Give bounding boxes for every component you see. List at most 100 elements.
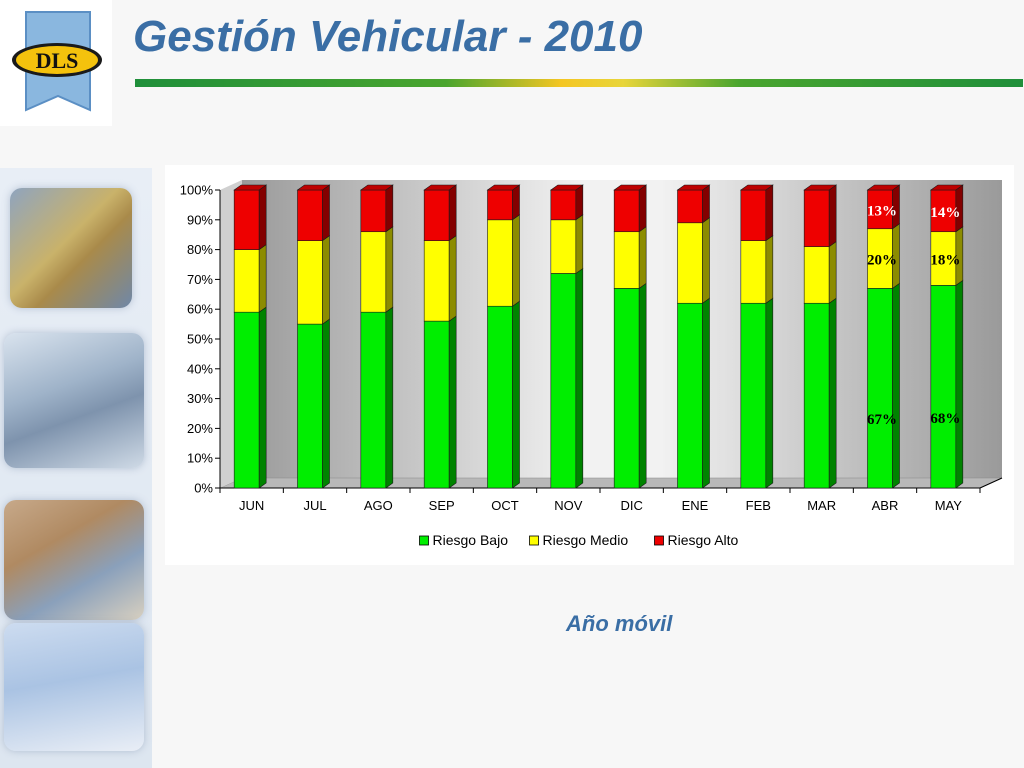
bar-side-jun-1 (258, 244, 267, 313)
x-tick-label-feb: FEB (746, 498, 771, 513)
y-tick-label: 80% (187, 242, 213, 257)
bar-top-jul (296, 184, 331, 191)
photo-workers (10, 188, 132, 308)
bar-segment-dic-2 (613, 189, 640, 233)
bar-side-jun-2 (258, 184, 267, 251)
data-label: 68% (930, 411, 960, 427)
bar-side-dic-2 (638, 184, 647, 233)
logo-panel: DLS (0, 0, 112, 126)
y-tick-label: 30% (187, 391, 213, 406)
bar-side-oct-0 (512, 300, 520, 489)
bar-side-nov-0 (575, 267, 584, 489)
y-tick-label: 100% (180, 183, 214, 198)
data-label: 20% (867, 253, 897, 269)
bar-segment-sep-1 (423, 240, 450, 322)
bar-side-sep-2 (448, 184, 457, 242)
bar-top-oct (486, 184, 521, 191)
bar-side-sep-1 (448, 235, 457, 322)
x-axis-depth (979, 477, 1003, 489)
page-title: Gestión Vehicular - 2010 (133, 12, 643, 61)
bar-segment-nov-1 (550, 219, 577, 274)
bar-side-ene-0 (702, 297, 710, 489)
photo-derrick (4, 333, 144, 468)
data-label: 67% (867, 412, 897, 428)
chart-panel: 0% 10% 20% 30% 40% 50% 60% 70% 80% 90% 100% JUN JUL A… (165, 165, 1014, 565)
stacked-bar-chart: 0% 10% 20% 30% 40% 50% 60% 70% 80% 90% 100% JUN JUL A… (180, 180, 1003, 548)
legend-label-1: Riesgo Medio (543, 532, 629, 548)
dls-logo: DLS (12, 11, 102, 112)
bar-side-feb-0 (765, 297, 774, 489)
bar-side-dic-1 (638, 226, 647, 289)
bar-segment-may-0 (930, 285, 957, 489)
bar-segment-jul-1 (297, 240, 323, 325)
legend-label-0: Riesgo Bajo (433, 532, 509, 548)
bar-segment-sep-2 (423, 189, 450, 241)
x-tick-label-oct: OCT (491, 498, 519, 513)
bar-top-may (929, 184, 964, 191)
x-tick-label-dic: DIC (620, 498, 642, 513)
bar-segment-jun-2 (233, 189, 260, 250)
bar-top-abr (866, 184, 901, 191)
bar-segment-oct-1 (487, 219, 513, 307)
y-tick-label: 0% (194, 481, 213, 496)
y-tick-label: 70% (187, 272, 213, 287)
bar-segment-nov-2 (550, 189, 577, 221)
photo-flag (4, 623, 144, 751)
chart-subtitle: Año móvil (566, 611, 673, 636)
x-tick-label-jul: JUL (303, 498, 326, 513)
y-tick-label: 60% (187, 302, 213, 317)
data-label: 14% (930, 205, 960, 221)
bar-segment-abr-2 (867, 189, 893, 230)
x-tick-label-abr: ABR (872, 498, 899, 513)
bar-side-mar-0 (828, 297, 837, 489)
bar-segment-feb-1 (740, 240, 767, 304)
legend-swatch-1 (529, 535, 539, 546)
bar-side-sep-0 (448, 315, 457, 489)
x-tick-label-ene: ENE (682, 498, 709, 513)
x-tick-label-jun: JUN (239, 498, 264, 513)
legend-swatch-0 (419, 535, 429, 546)
bar-segment-jul-2 (297, 189, 323, 241)
title-divider (135, 79, 1023, 87)
bar-side-oct-1 (512, 214, 520, 307)
bar-side-feb-2 (765, 184, 774, 242)
bar-segment-dic-1 (613, 231, 640, 289)
bar-side-mar-1 (828, 241, 837, 304)
bar-segment-mar-0 (803, 302, 830, 489)
bar-top-nov (549, 184, 584, 191)
bar-side-jul-1 (322, 235, 330, 325)
bar-side-oct-2 (512, 184, 520, 221)
bar-segment-ago-2 (360, 189, 387, 233)
bar-side-jun-0 (258, 306, 267, 489)
bar-side-jul-2 (322, 184, 330, 242)
bar-top-feb (739, 184, 774, 191)
bar-segment-oct-2 (487, 189, 513, 221)
bar-segment-oct-0 (487, 305, 513, 489)
x-tick-label-ago: AGO (364, 498, 393, 513)
bar-segment-ene-1 (677, 222, 703, 304)
bar-side-ago-0 (385, 306, 394, 489)
bar-segment-may-1 (930, 231, 957, 286)
bar-segment-jun-1 (233, 249, 260, 313)
bar-side-ene-2 (702, 184, 710, 224)
bar-side-jul-0 (322, 318, 330, 489)
bar-segment-ene-2 (677, 189, 703, 224)
bar-side-ene-1 (702, 217, 710, 304)
photo-strip (0, 168, 152, 768)
bar-segment-feb-2 (740, 189, 767, 241)
bar-top-sep (423, 184, 458, 191)
bar-side-may-0 (955, 279, 964, 489)
bar-segment-sep-0 (423, 320, 450, 489)
bar-side-abr-0 (892, 282, 900, 489)
logo-text: DLS (36, 48, 79, 73)
legend-label-2: Riesgo Alto (668, 532, 739, 548)
y-tick-label: 10% (187, 451, 213, 466)
bar-segment-feb-0 (740, 302, 767, 489)
bar-side-ago-2 (385, 184, 394, 233)
bar-segment-mar-2 (803, 189, 830, 247)
bar-top-mar (803, 184, 838, 191)
bar-side-nov-2 (575, 184, 584, 221)
bar-side-feb-1 (765, 235, 774, 304)
y-tick-label: 90% (187, 212, 213, 227)
bar-top-ago (359, 184, 394, 191)
